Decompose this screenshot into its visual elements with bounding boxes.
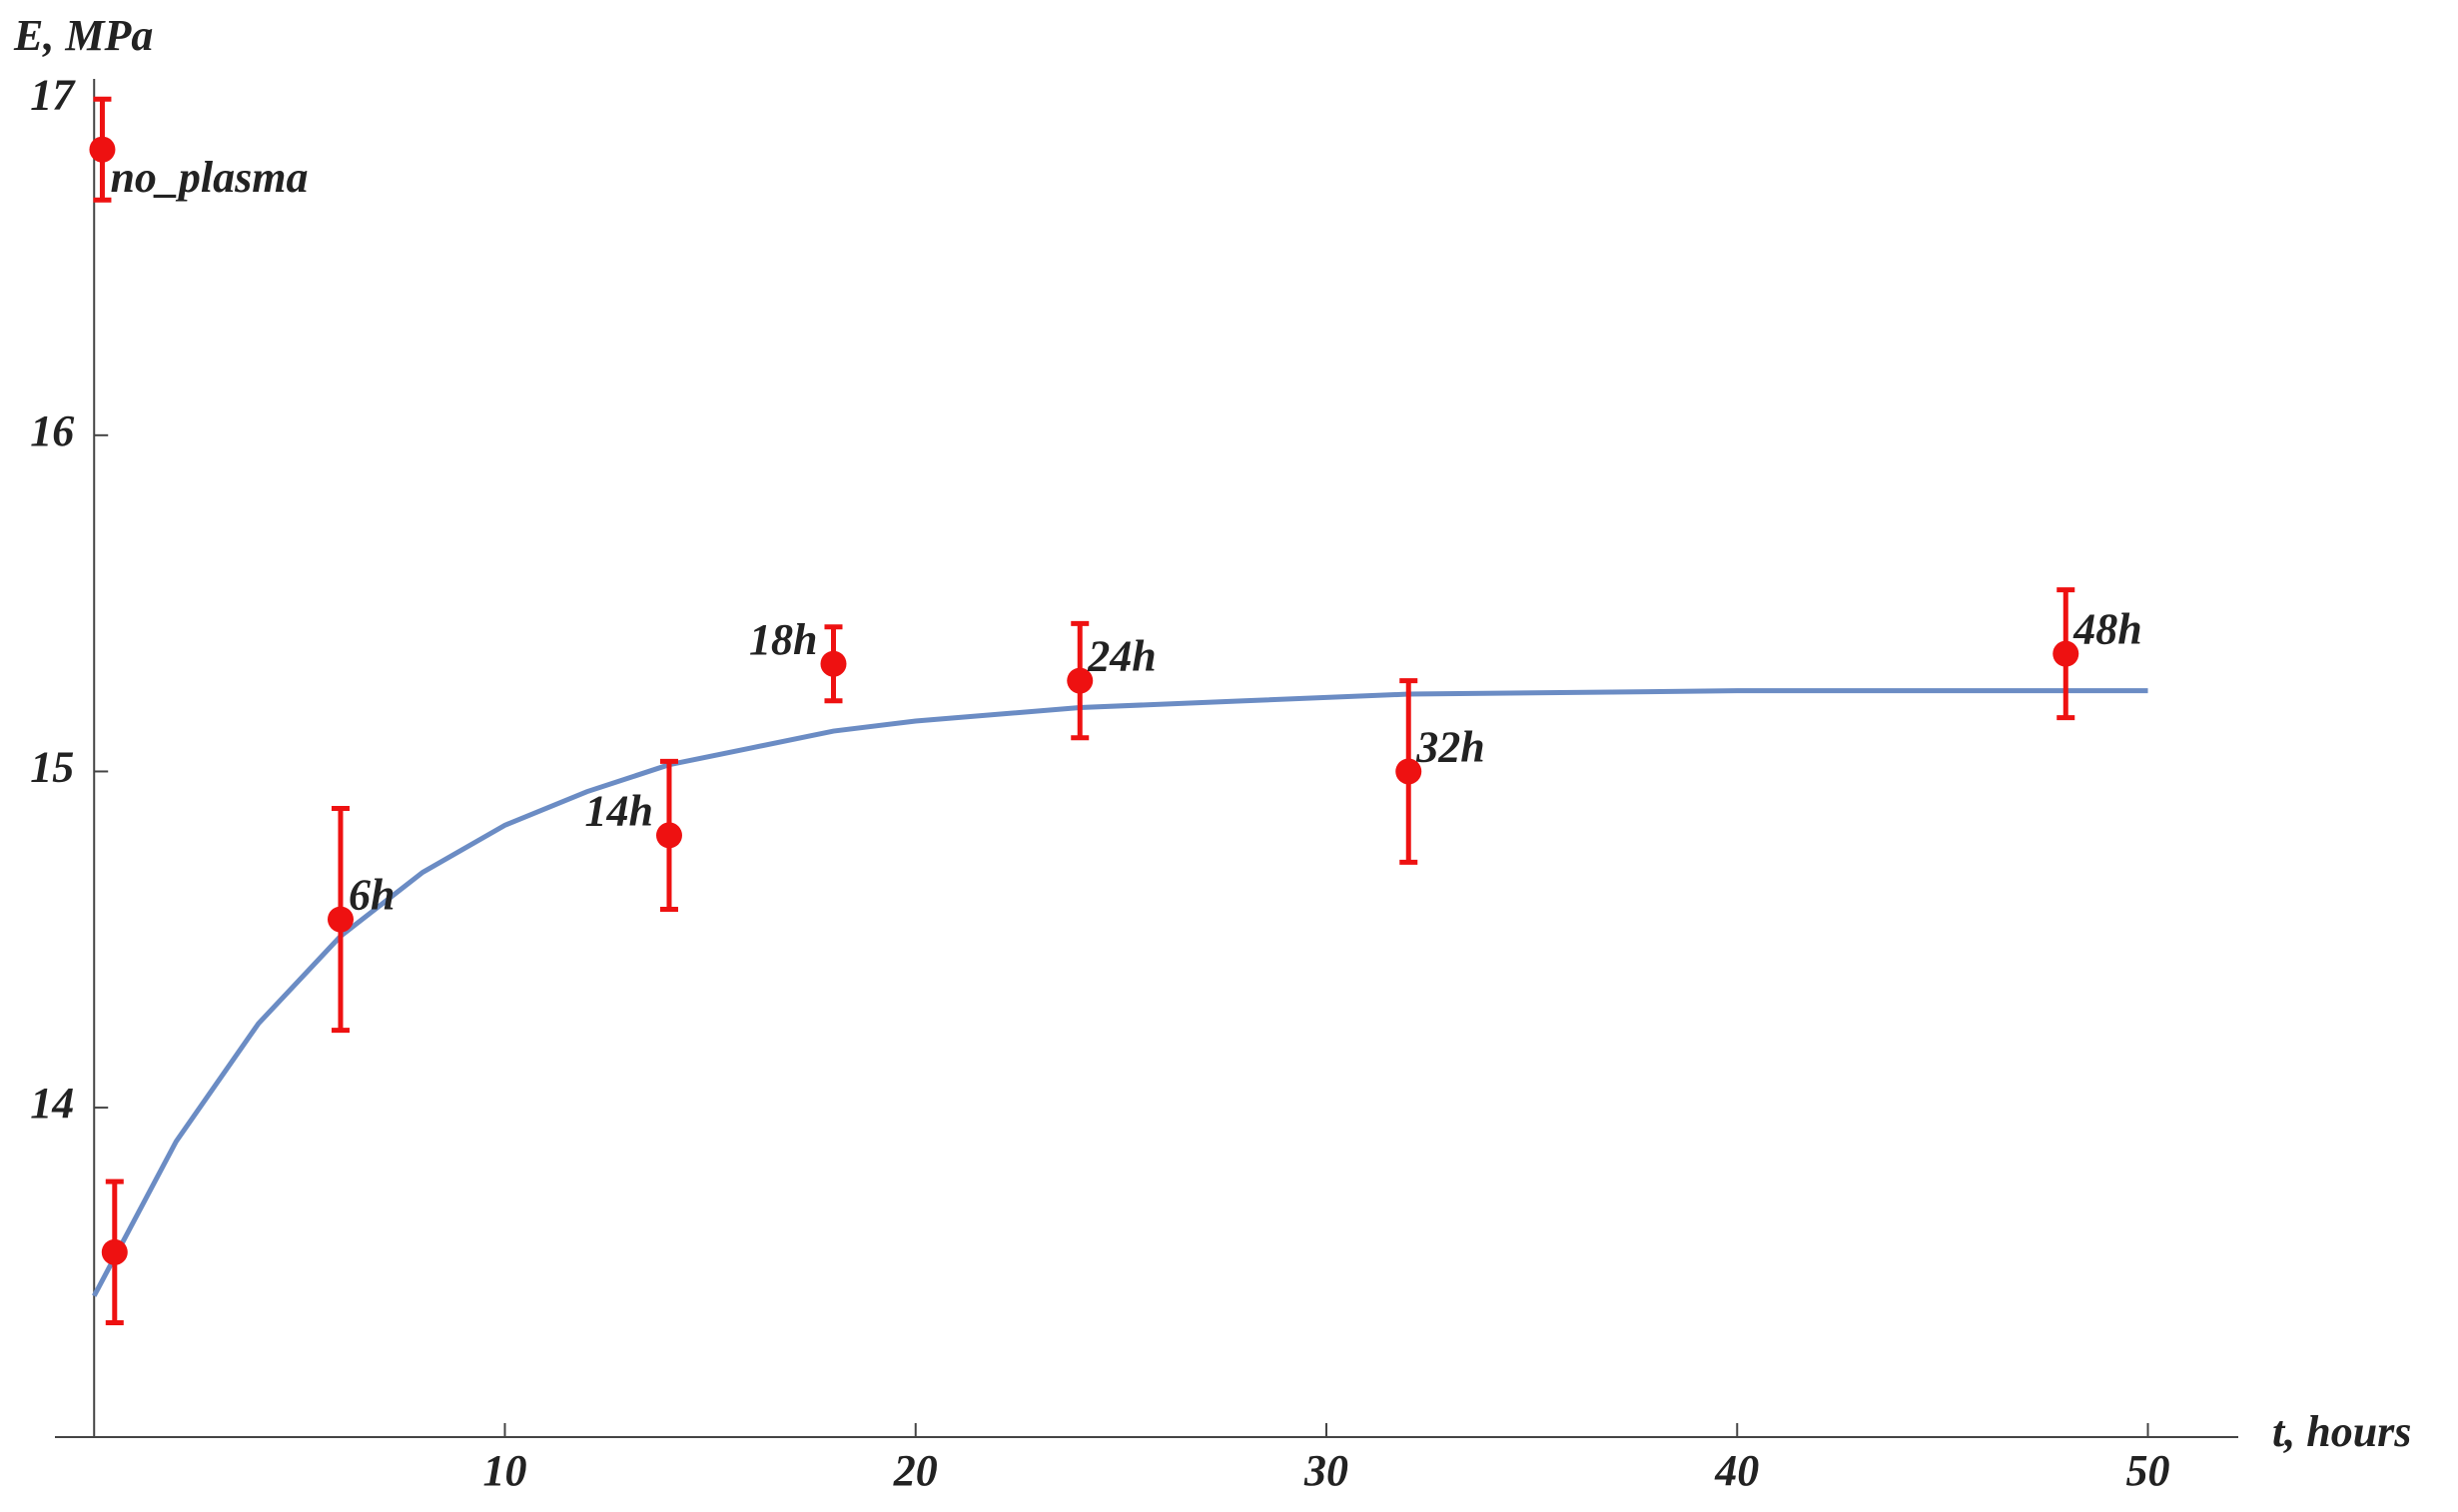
point: [89, 136, 116, 163]
y-tick-label: 17: [30, 70, 76, 119]
point-label: 14h: [585, 787, 653, 836]
point: [101, 1238, 128, 1265]
fit-curve: [92, 688, 2148, 1297]
point: [655, 822, 682, 849]
x-tick-label: 20: [893, 1446, 938, 1495]
y-tick-label: 15: [30, 743, 74, 792]
x-tick-label: 40: [1714, 1446, 1759, 1495]
x-tick-label: 10: [482, 1446, 526, 1495]
point-label: 6h: [349, 871, 395, 920]
point-label: 32h: [1415, 723, 1484, 772]
point-label: 48h: [2072, 605, 2141, 654]
point: [327, 906, 354, 933]
point: [1395, 758, 1422, 785]
x-tick-label: 30: [1303, 1446, 1348, 1495]
point: [2052, 640, 2079, 667]
point: [820, 650, 847, 677]
x-axis-title: t, hours: [2272, 1407, 2411, 1456]
y-tick-label: 14: [30, 1079, 74, 1128]
x-tick-label: 50: [2126, 1446, 2170, 1495]
y-tick-label: 16: [30, 406, 74, 455]
point-label: 24h: [1087, 632, 1156, 681]
point: [1067, 667, 1094, 694]
point-label: 18h: [749, 615, 817, 664]
y-axis-title: E, MPa: [13, 11, 153, 60]
point-label: no_plasma: [110, 153, 308, 202]
